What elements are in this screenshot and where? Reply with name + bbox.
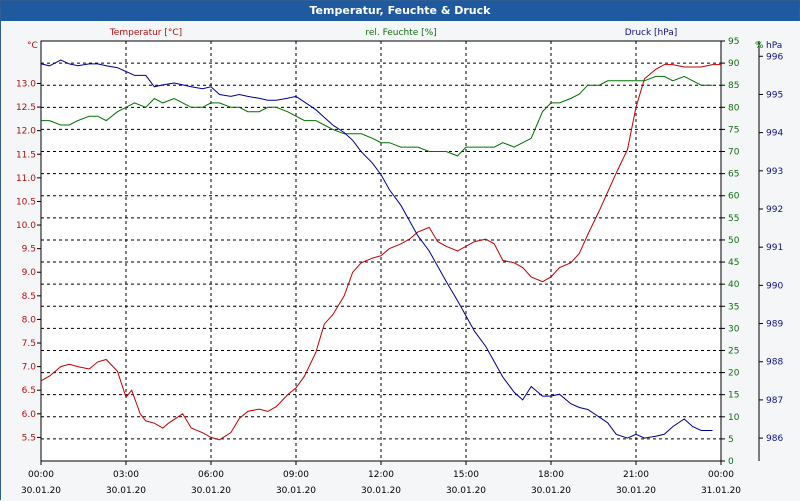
pressure-tick-label: 986 <box>766 434 783 444</box>
pressure-unit-label: hPa <box>766 41 782 51</box>
temp-tick-label: 11.0 <box>16 174 36 184</box>
series-line-press <box>40 59 713 439</box>
temp-tick-label: 13.0 <box>16 79 36 89</box>
window-title: Temperatur, Feuchte & Druck <box>1 1 799 21</box>
humidity-axis-title: rel. Feuchte [%] <box>365 28 436 38</box>
humidity-tick-label: 0 <box>728 457 734 467</box>
x-tick-time: 06:00 <box>198 470 224 480</box>
humidity-tick-label: 85 <box>728 81 739 91</box>
humidity-tick-label: 65 <box>728 170 739 180</box>
temp-tick-label: 11.5 <box>16 150 36 160</box>
humidity-tick-label: 80 <box>728 103 740 113</box>
humidity-tick-label: 5 <box>728 435 734 445</box>
pressure-axis-title: Druck [hPa] <box>625 28 678 38</box>
temp-tick-label: 9.5 <box>22 245 36 255</box>
x-tick-date: 31.01.20 <box>701 486 741 496</box>
humidity-unit-label: % <box>755 41 764 51</box>
temp-tick-label: 5.5 <box>22 433 36 443</box>
temp-tick-label: 7.5 <box>22 339 36 349</box>
humidity-tick-label: 10 <box>728 413 740 423</box>
series-line-hum <box>41 75 713 157</box>
humidity-tick-label: 60 <box>728 192 740 202</box>
pressure-tick-label: 993 <box>766 167 783 177</box>
temp-tick-label: 7.0 <box>22 363 37 373</box>
x-tick-date: 30.01.20 <box>446 486 486 496</box>
x-tick-time: 03:00 <box>113 470 139 480</box>
temp-tick-label: 12.0 <box>16 127 36 137</box>
pressure-tick-label: 994 <box>766 129 783 139</box>
pressure-tick-label: 996 <box>766 52 783 62</box>
x-tick-date: 30.01.20 <box>191 486 231 496</box>
humidity-tick-label: 45 <box>728 258 739 268</box>
x-tick-date: 30.01.20 <box>531 486 571 496</box>
temp-tick-label: 12.5 <box>16 103 36 113</box>
humidity-tick-label: 75 <box>728 125 739 135</box>
x-tick-time: 00:00 <box>28 470 54 480</box>
pressure-tick-label: 995 <box>766 90 783 100</box>
x-tick-date: 30.01.20 <box>616 486 656 496</box>
humidity-tick-label: 90 <box>728 59 740 69</box>
pressure-tick-label: 987 <box>766 396 783 406</box>
humidity-tick-label: 70 <box>728 148 740 158</box>
temp-tick-label: 6.5 <box>22 386 36 396</box>
temp-tick-label: 10.0 <box>16 221 36 231</box>
humidity-tick-label: 35 <box>728 302 739 312</box>
temp-tick-label: 8.5 <box>22 292 36 302</box>
x-tick-date: 30.01.20 <box>276 486 316 496</box>
x-tick-date: 30.01.20 <box>106 486 146 496</box>
pressure-tick-label: 990 <box>766 281 783 291</box>
humidity-tick-label: 20 <box>728 369 740 379</box>
x-tick-time: 12:00 <box>368 470 394 480</box>
series-line-temp <box>40 64 721 441</box>
humidity-tick-label: 25 <box>728 346 739 356</box>
humidity-tick-label: 40 <box>728 280 740 290</box>
humidity-tick-label: 15 <box>728 391 739 401</box>
tick-labels: 00:00 30.01.20 03:00 30.01.20 06:00 30.01.20 0… <box>16 37 783 496</box>
humidity-tick-label: 50 <box>728 236 740 246</box>
x-tick-date: 30.01.20 <box>21 486 61 496</box>
humidity-tick-label: 30 <box>728 324 740 334</box>
humidity-tick-label: 55 <box>728 214 739 224</box>
humidity-tick-label: 95 <box>728 37 739 47</box>
pressure-tick-label: 992 <box>766 205 783 215</box>
pressure-tick-label: 988 <box>766 358 783 368</box>
x-tick-time: 15:00 <box>453 470 479 480</box>
pressure-tick-label: 991 <box>766 243 783 253</box>
x-tick-time: 00:00 <box>708 470 734 480</box>
x-tick-date: 30.01.20 <box>361 486 401 496</box>
x-tick-time: 18:00 <box>538 470 564 480</box>
temp-unit-label: °C <box>27 41 38 51</box>
pressure-tick-label: 989 <box>766 320 783 330</box>
temp-tick-label: 10.5 <box>16 197 36 207</box>
series-lines <box>40 59 721 441</box>
temp-tick-label: 9.0 <box>22 268 37 278</box>
grid-lines <box>37 40 763 465</box>
temp-tick-label: 8.0 <box>22 315 37 325</box>
x-tick-time: 09:00 <box>283 470 309 480</box>
temp-axis-title: Temperatur [°C] <box>109 28 182 38</box>
temp-tick-label: 6.0 <box>22 410 37 420</box>
x-tick-time: 21:00 <box>623 470 649 480</box>
